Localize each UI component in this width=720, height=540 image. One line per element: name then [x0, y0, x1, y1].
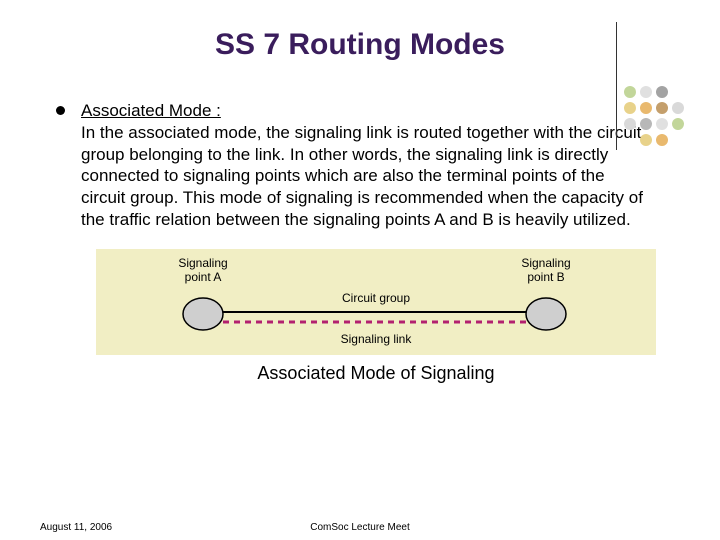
footer-center: ComSoc Lecture Meet	[310, 522, 410, 533]
body-text: Associated Mode : In the associated mode…	[81, 100, 653, 231]
decorative-dots	[622, 84, 692, 159]
associated-mode-diagram: Signaling point A Signaling point B Circ…	[96, 249, 656, 355]
label-signaling-b2: point B	[527, 270, 564, 284]
body-paragraph: In the associated mode, the signaling li…	[81, 123, 643, 229]
label-signaling-link: Signaling link	[341, 332, 413, 346]
label-signaling-a2: point A	[185, 270, 222, 284]
label-circuit-group: Circuit group	[342, 291, 410, 305]
label-signaling-b1: Signaling	[521, 256, 570, 270]
bullet-icon	[56, 106, 65, 115]
footer-date: August 11, 2006	[40, 522, 112, 533]
bullet-item: Associated Mode : In the associated mode…	[56, 100, 680, 231]
label-signaling-a1: Signaling	[178, 256, 227, 270]
node-a	[183, 298, 223, 330]
page-title: SS 7 Routing Modes	[40, 28, 680, 62]
title-separator	[616, 22, 617, 150]
mode-heading: Associated Mode :	[81, 101, 221, 120]
node-b	[526, 298, 566, 330]
diagram-caption: Associated Mode of Signaling	[96, 363, 656, 384]
